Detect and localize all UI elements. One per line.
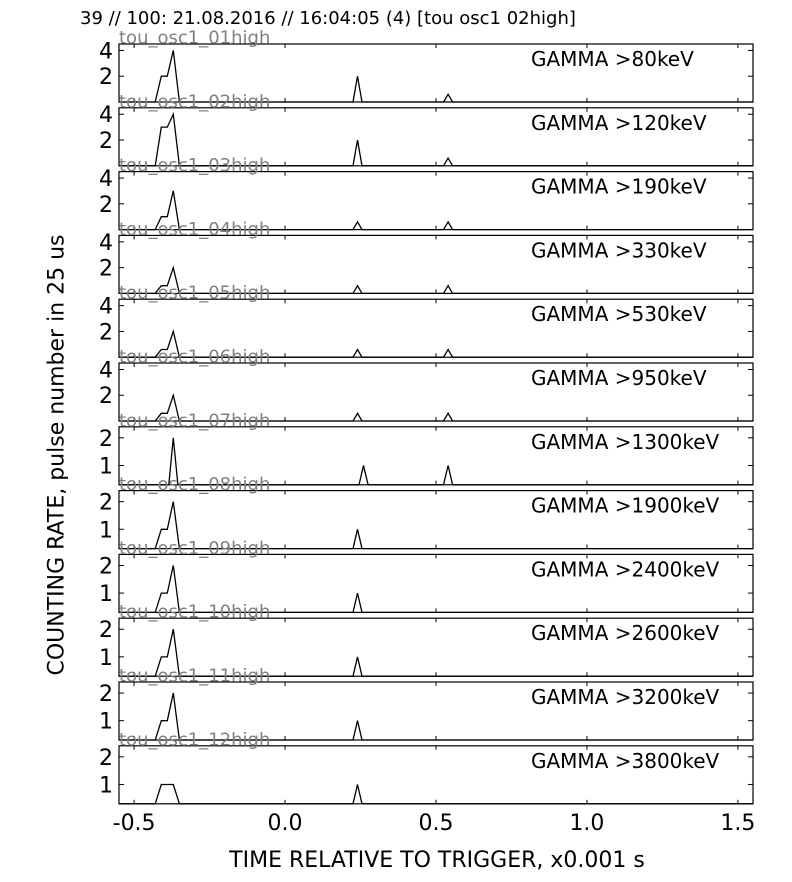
osc-label: tou_osc1_10high: [119, 602, 270, 623]
y-tick-label: 4: [99, 295, 113, 320]
series-line: [119, 50, 753, 103]
y-tick-label: 4: [99, 39, 113, 64]
series-line: [119, 692, 753, 741]
y-tick-label: 2: [99, 746, 113, 771]
osc-label: tou_osc1_12high: [119, 729, 270, 750]
panel-energy-label: GAMMA >190keV: [531, 175, 707, 199]
series-line: [119, 437, 753, 486]
osc-label: tou_osc1_09high: [119, 538, 270, 559]
x-tick-label: 0.5: [419, 811, 454, 836]
panel-energy-label: GAMMA >950keV: [531, 366, 707, 390]
y-tick-label: 1: [99, 518, 113, 543]
y-tick-label: 1: [99, 646, 113, 671]
y-tick-label: 2: [99, 320, 113, 345]
y-tick-label: 1: [99, 710, 113, 735]
y-tick-label: 2: [99, 427, 113, 452]
y-tick-label: 1: [99, 582, 113, 607]
osc-label: tou_osc1_07high: [119, 410, 270, 431]
series-line: [119, 783, 753, 805]
osc-label: tou_osc1_03high: [119, 155, 270, 176]
x-axis-label: TIME RELATIVE TO TRIGGER, x0.001 s: [229, 848, 645, 873]
series-line: [119, 190, 753, 231]
osc-label: tou_osc1_05high: [119, 283, 270, 304]
osc-label: tou_osc1_02high: [119, 91, 270, 112]
x-tick-label: -0.5: [113, 811, 156, 836]
osc-label: tou_osc1_06high: [119, 347, 270, 368]
panel-energy-label: GAMMA >3800keV: [531, 749, 720, 773]
series-line: [119, 392, 753, 422]
osc-label: tou_osc1_04high: [119, 219, 270, 240]
chart-header: 39 // 100: 21.08.2016 // 16:04:05 (4) [t…: [80, 8, 576, 29]
y-tick-label: 4: [99, 358, 113, 383]
y-tick-label: 2: [99, 129, 113, 154]
panel-energy-label: GAMMA >1900keV: [531, 494, 720, 518]
y-tick-label: 2: [99, 257, 113, 282]
panel-energy-label: GAMMA >3200keV: [531, 685, 720, 709]
y-tick-label: 2: [99, 618, 113, 643]
panel-energy-label: GAMMA >2400keV: [531, 557, 720, 581]
y-tick-label: 2: [99, 193, 113, 218]
series-line: [119, 111, 753, 167]
y-tick-label: 2: [99, 682, 113, 707]
osc-label: tou_osc1_11high: [119, 666, 270, 687]
y-tick-label: 4: [99, 103, 113, 128]
series-line: [119, 265, 753, 295]
panel-energy-label: GAMMA >1300keV: [531, 430, 720, 454]
y-tick-label: 1: [99, 773, 113, 798]
osc-label: tou_osc1_01high: [119, 28, 270, 49]
osc-label: tou_osc1_08high: [119, 474, 270, 495]
y-tick-label: 2: [99, 554, 113, 579]
y-tick-label: 4: [99, 167, 113, 192]
y-tick-label: 1: [99, 454, 113, 479]
series-line: [119, 565, 753, 614]
y-tick-label: 2: [99, 65, 113, 90]
panel-energy-label: GAMMA >530keV: [531, 302, 707, 326]
series-line: [119, 501, 753, 550]
panel-energy-label: GAMMA >120keV: [531, 111, 707, 135]
x-tick-label: 1.5: [720, 811, 755, 836]
panel-energy-label: GAMMA >2600keV: [531, 621, 720, 645]
series-line: [119, 629, 753, 677]
x-tick-label: 1.0: [569, 811, 604, 836]
y-tick-label: 2: [99, 384, 113, 409]
panel-energy-label: GAMMA >80keV: [531, 47, 694, 71]
y-tick-label: 2: [99, 491, 113, 516]
x-tick-label: 0.0: [268, 811, 303, 836]
panel-energy-label: GAMMA >330keV: [531, 238, 707, 262]
y-tick-label: 4: [99, 231, 113, 256]
series-line: [119, 329, 753, 358]
